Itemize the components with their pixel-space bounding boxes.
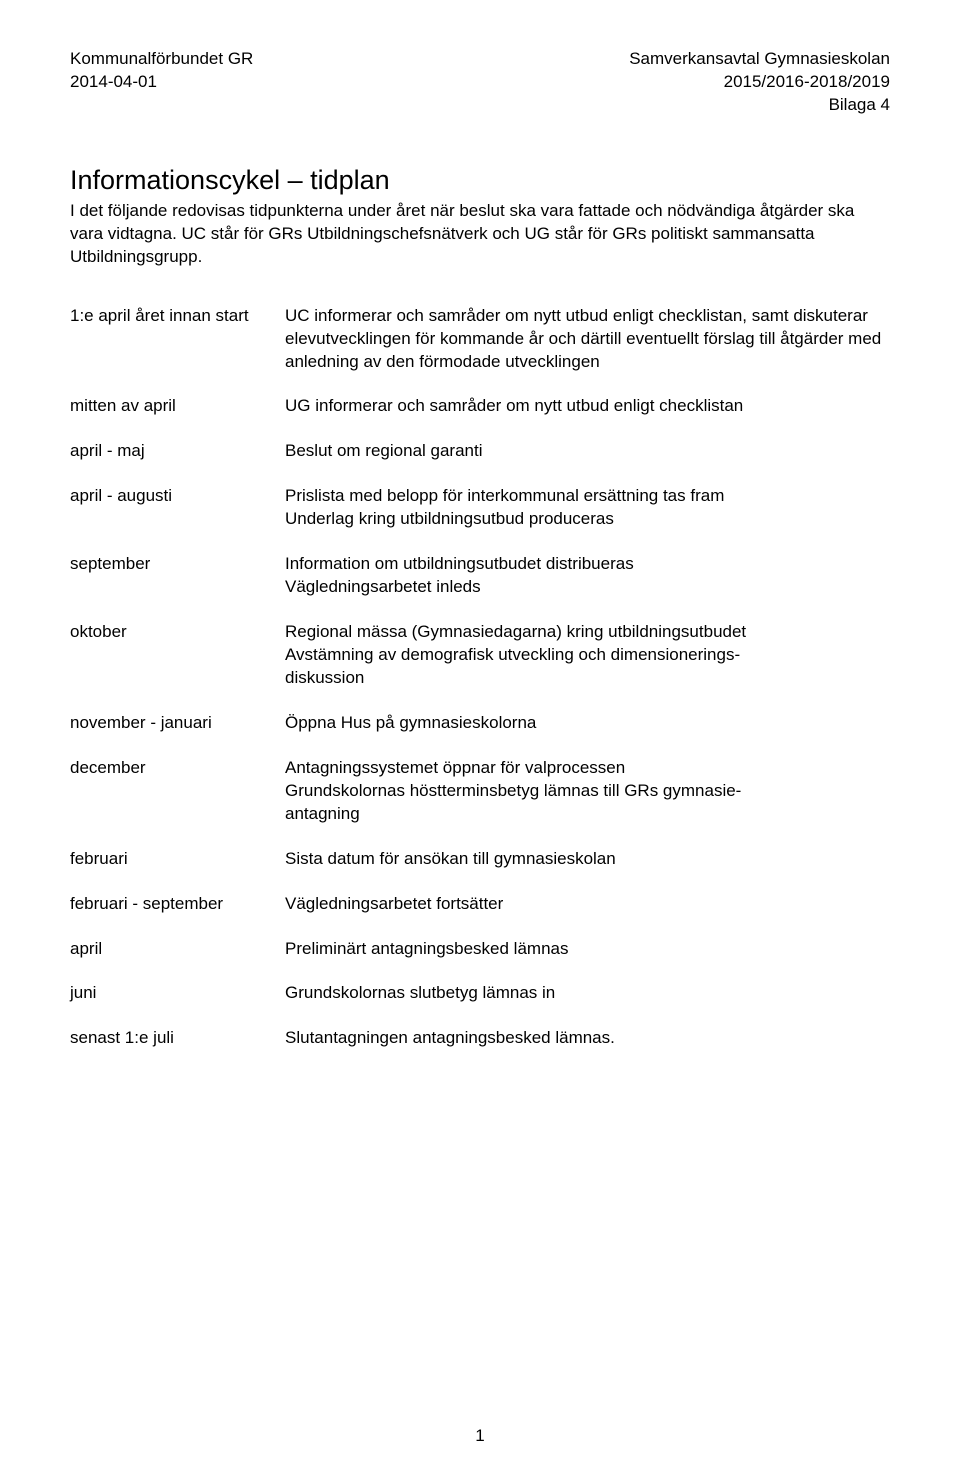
schedule-row: september Information om utbildningsutbu…	[70, 553, 890, 599]
schedule-desc: Slutantagningen antagningsbesked lämnas.	[285, 1027, 890, 1050]
header-agreement: Samverkansavtal Gymnasieskolan	[629, 48, 890, 71]
schedule-period: april - augusti	[70, 485, 285, 508]
schedule-row: april - maj Beslut om regional garanti	[70, 440, 890, 463]
header-right: Samverkansavtal Gymnasieskolan 2015/2016…	[629, 48, 890, 117]
page-number: 1	[0, 1426, 960, 1446]
schedule-period: december	[70, 757, 285, 780]
schedule-desc: Preliminärt antagningsbesked lämnas	[285, 938, 890, 961]
schedule-period: april	[70, 938, 285, 961]
schedule-period: november - januari	[70, 712, 285, 735]
schedule-desc: Sista datum för ansökan till gymnasiesko…	[285, 848, 890, 871]
page-header: Kommunalförbundet GR 2014-04-01 Samverka…	[70, 48, 890, 117]
schedule-period: februari - september	[70, 893, 285, 916]
schedule-desc: UG informerar och samråder om nytt utbud…	[285, 395, 890, 418]
schedule-desc: Antagningssystemet öppnar för valprocess…	[285, 757, 890, 826]
schedule-row: november - januari Öppna Hus på gymnasie…	[70, 712, 890, 735]
schedule-desc: Information om utbildningsutbudet distri…	[285, 553, 890, 599]
schedule-period: senast 1:e juli	[70, 1027, 285, 1050]
header-left: Kommunalförbundet GR 2014-04-01	[70, 48, 253, 117]
schedule-row: februari - september Vägledningsarbetet …	[70, 893, 890, 916]
schedule-row: april - augusti Prislista med belopp för…	[70, 485, 890, 531]
schedule-row: december Antagningssystemet öppnar för v…	[70, 757, 890, 826]
schedule-period: oktober	[70, 621, 285, 644]
schedule-table: 1:e april året innan start UC informerar…	[70, 305, 890, 1051]
schedule-desc: Öppna Hus på gymnasieskolorna	[285, 712, 890, 735]
schedule-desc: UC informerar och samråder om nytt utbud…	[285, 305, 890, 374]
header-org: Kommunalförbundet GR	[70, 48, 253, 71]
schedule-row: senast 1:e juli Slutantagningen antagnin…	[70, 1027, 890, 1050]
schedule-desc: Beslut om regional garanti	[285, 440, 890, 463]
intro-paragraph: I det följande redovisas tidpunkterna un…	[70, 200, 890, 269]
schedule-period: april - maj	[70, 440, 285, 463]
schedule-period: mitten av april	[70, 395, 285, 418]
schedule-row: juni Grundskolornas slutbetyg lämnas in	[70, 982, 890, 1005]
schedule-desc: Grundskolornas slutbetyg lämnas in	[285, 982, 890, 1005]
schedule-row: april Preliminärt antagningsbesked lämna…	[70, 938, 890, 961]
header-years: 2015/2016-2018/2019	[629, 71, 890, 94]
schedule-desc: Regional mässa (Gymnasiedagarna) kring u…	[285, 621, 890, 690]
schedule-desc: Vägledningsarbetet fortsätter	[285, 893, 890, 916]
schedule-period: juni	[70, 982, 285, 1005]
schedule-row: 1:e april året innan start UC informerar…	[70, 305, 890, 374]
schedule-row: februari Sista datum för ansökan till gy…	[70, 848, 890, 871]
header-appendix: Bilaga 4	[629, 94, 890, 117]
schedule-desc: Prislista med belopp för interkommunal e…	[285, 485, 890, 531]
schedule-row: oktober Regional mässa (Gymnasiedagarna)…	[70, 621, 890, 690]
schedule-row: mitten av april UG informerar och samråd…	[70, 395, 890, 418]
schedule-period: 1:e april året innan start	[70, 305, 285, 328]
header-date: 2014-04-01	[70, 71, 253, 94]
document-page: Kommunalförbundet GR 2014-04-01 Samverka…	[0, 0, 960, 1474]
page-title: Informationscykel – tidplan	[70, 165, 890, 196]
schedule-period: februari	[70, 848, 285, 871]
schedule-period: september	[70, 553, 285, 576]
